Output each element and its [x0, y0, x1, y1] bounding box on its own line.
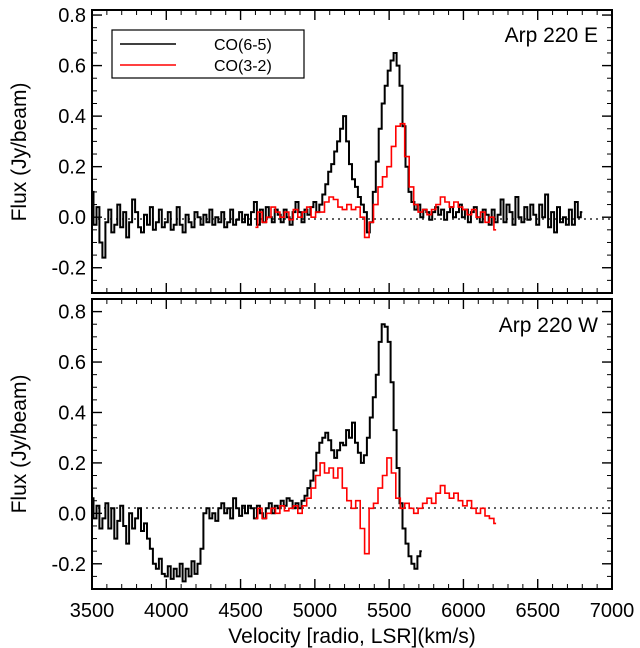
y-tick-label: -0.2: [52, 554, 86, 576]
legend: CO(6-5) CO(3-2): [111, 29, 305, 79]
top-panel-x-ticks: [91, 10, 613, 293]
series-co65-line: [92, 323, 422, 583]
y-tick-label: 0.6: [58, 56, 86, 78]
top-panel: -0.2 0.0 0.2 0.4 0.6 0.8 Arp 220 E CO(6-5) CO…: [8, 5, 613, 294]
x-tick-label: 5000: [293, 600, 338, 622]
y-tick-label: 0.2: [58, 453, 86, 475]
x-tick-label: 4000: [144, 600, 189, 622]
x-tick-label: 7000: [590, 600, 635, 622]
bottom-panel-y-axis-title: Flux (Jy/beam): [8, 375, 31, 514]
legend-label-co32: CO(3-2): [214, 58, 272, 75]
x-tick-label: 3500: [70, 600, 115, 622]
legend-box: [111, 29, 305, 79]
y-tick-label: 0.0: [58, 207, 86, 229]
y-tick-label: 0.4: [58, 106, 86, 128]
y-tick-label: 0.4: [58, 402, 86, 424]
x-tick-label: 4500: [218, 600, 263, 622]
y-tick-label: -0.2: [52, 258, 86, 280]
top-panel-y-axis-title: Flux (Jy/beam): [8, 83, 31, 222]
y-tick-label: 0.2: [58, 157, 86, 179]
bottom-panel-label: Arp 220 W: [499, 314, 598, 337]
x-axis-title: Velocity [radio, LSR](km/s): [228, 625, 475, 648]
y-tick-label: 0.6: [58, 352, 86, 374]
x-tick-label: 6000: [441, 600, 486, 622]
bottom-panel-series: [92, 323, 497, 583]
top-panel-y-ticks: -0.2 0.0 0.2 0.4 0.6 0.8: [52, 5, 612, 294]
x-tick-labels: 3500 4000 4500 5000 5500 6000 6500 7000: [70, 600, 635, 622]
bottom-panel-frame: [91, 298, 613, 590]
y-tick-label: 0.8: [58, 5, 86, 27]
bottom-panel-x-ticks: [91, 299, 613, 589]
series-co32-line: [255, 122, 497, 239]
x-tick-label: 5500: [367, 600, 412, 622]
bottom-panel: -0.2 0.0 0.2 0.4 0.6 0.8 Arp 220 W Flux (Jy/b…: [8, 298, 635, 648]
x-tick-label: 6500: [515, 600, 560, 622]
series-co65-line: [92, 52, 583, 259]
legend-label-co65: CO(6-5): [214, 37, 272, 54]
y-tick-label: 0.0: [58, 503, 86, 525]
top-panel-frame: [91, 9, 613, 294]
top-panel-series: [92, 52, 583, 259]
top-panel-label: Arp 220 E: [505, 24, 598, 47]
y-tick-label: 0.8: [58, 302, 86, 324]
series-co32-line: [255, 457, 497, 555]
